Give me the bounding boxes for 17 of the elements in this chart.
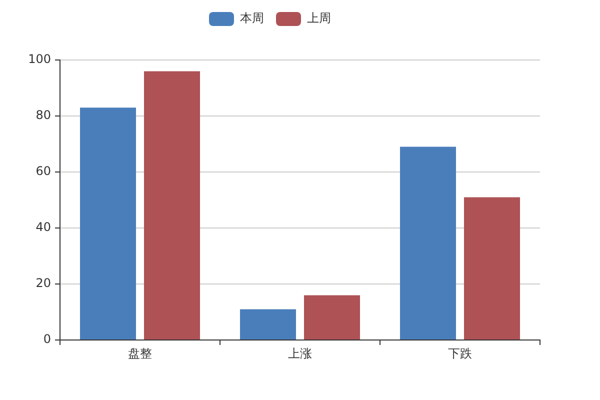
y-tick-label: 60 — [36, 164, 51, 178]
y-tick-label: 40 — [36, 220, 51, 234]
bar — [144, 71, 200, 340]
legend-label: 本周 — [240, 11, 264, 26]
y-tick-label: 0 — [43, 332, 51, 346]
bar — [80, 108, 136, 340]
bar — [400, 146, 456, 340]
bar — [464, 197, 520, 340]
x-tick-label: 上涨 — [288, 346, 312, 360]
x-tick-label: 下跌 — [448, 346, 472, 360]
bar — [240, 309, 296, 340]
legend-label: 上周 — [307, 11, 331, 26]
bar — [304, 295, 360, 340]
y-tick-label: 80 — [36, 108, 51, 122]
y-tick-label: 100 — [28, 52, 51, 66]
x-tick-label: 盘整 — [128, 346, 152, 360]
y-tick-label: 20 — [36, 276, 51, 290]
